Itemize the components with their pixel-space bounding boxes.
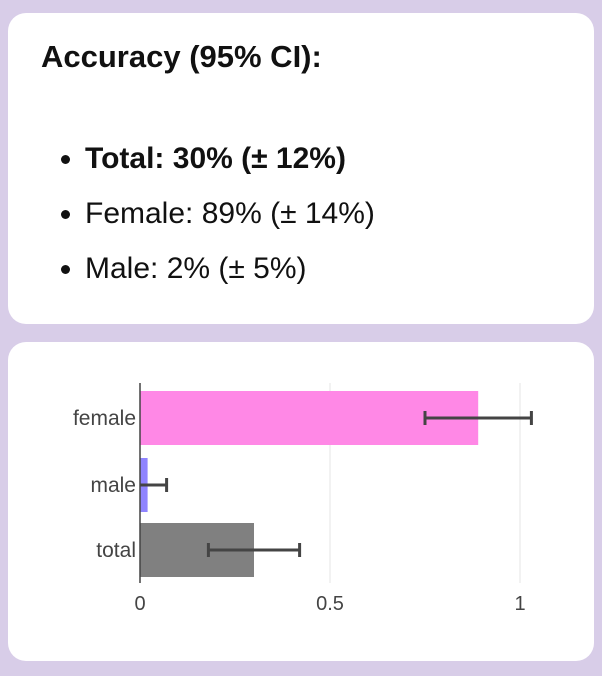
x-tick-label: 0.5 [316,593,344,615]
summary-item-female: Female: 89% (± 14%) [85,186,375,241]
x-tick-label: 0 [134,593,145,615]
y-category-label: male [90,474,136,497]
summary-card: Accuracy (95% CI): Total: 30% (± 12%) Fe… [8,13,594,324]
summary-item-male: Male: 2% (± 5%) [85,241,375,296]
summary-item-total: Total: 30% (± 12%) [85,131,375,186]
chart-card: 0 0.5 1 female male total [8,342,594,661]
x-tick-label: 1 [514,593,525,615]
y-category-label: female [73,407,136,430]
summary-title: Accuracy (95% CI): [41,39,322,74]
y-category-label: total [96,539,136,562]
bar-female [140,391,479,445]
accuracy-bar-chart: 0 0.5 1 female male total [73,383,533,615]
summary-list: Total: 30% (± 12%) Female: 89% (± 14%) M… [55,131,375,296]
